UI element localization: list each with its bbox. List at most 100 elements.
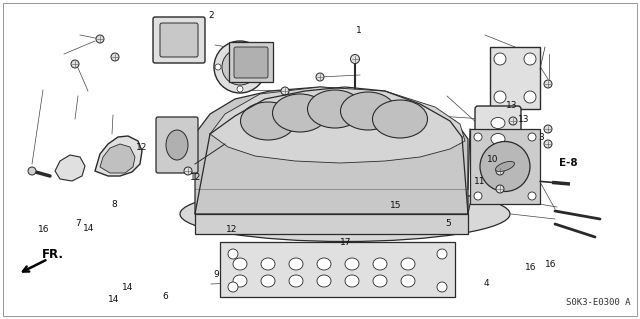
Ellipse shape: [401, 275, 415, 287]
Text: 16: 16: [525, 263, 537, 272]
Circle shape: [28, 167, 36, 175]
Circle shape: [494, 91, 506, 103]
Circle shape: [111, 53, 119, 61]
Circle shape: [544, 140, 552, 148]
Ellipse shape: [241, 102, 296, 140]
Text: 13: 13: [518, 115, 529, 124]
Ellipse shape: [495, 161, 515, 172]
Text: 17: 17: [340, 238, 351, 247]
FancyBboxPatch shape: [153, 17, 205, 63]
Text: 8: 8: [111, 200, 116, 209]
Ellipse shape: [373, 258, 387, 270]
Ellipse shape: [491, 117, 505, 129]
Ellipse shape: [233, 258, 247, 270]
Text: 3: 3: [538, 133, 543, 142]
PathPatch shape: [210, 87, 465, 163]
Circle shape: [524, 53, 536, 65]
Text: 2: 2: [209, 11, 214, 20]
Text: FR.: FR.: [42, 248, 64, 261]
Ellipse shape: [372, 100, 428, 138]
Ellipse shape: [340, 92, 396, 130]
Bar: [490, 47, 540, 109]
Text: 11: 11: [474, 177, 486, 186]
Circle shape: [215, 64, 221, 70]
Ellipse shape: [401, 258, 415, 270]
Ellipse shape: [317, 258, 331, 270]
PathPatch shape: [195, 214, 468, 234]
Ellipse shape: [233, 275, 247, 287]
Circle shape: [184, 167, 192, 175]
Text: 4: 4: [484, 279, 489, 288]
Circle shape: [494, 53, 506, 65]
Circle shape: [524, 91, 536, 103]
Polygon shape: [55, 155, 85, 181]
Text: 7: 7: [76, 219, 81, 228]
Ellipse shape: [317, 275, 331, 287]
Text: 10: 10: [487, 155, 499, 164]
Circle shape: [496, 185, 504, 193]
Circle shape: [71, 60, 79, 68]
Bar: [220, 242, 455, 297]
FancyBboxPatch shape: [475, 106, 521, 170]
Text: E-8: E-8: [559, 158, 578, 168]
Ellipse shape: [345, 275, 359, 287]
Circle shape: [544, 125, 552, 133]
Text: 14: 14: [108, 295, 120, 304]
Circle shape: [259, 64, 265, 70]
Circle shape: [528, 133, 536, 141]
Text: 12: 12: [189, 173, 201, 182]
Text: 16: 16: [545, 260, 556, 269]
Circle shape: [437, 249, 447, 259]
Circle shape: [528, 192, 536, 200]
PathPatch shape: [195, 87, 468, 214]
Circle shape: [316, 73, 324, 81]
Circle shape: [474, 133, 482, 141]
Circle shape: [437, 282, 447, 292]
Text: 16: 16: [38, 225, 49, 234]
Circle shape: [237, 86, 243, 92]
Ellipse shape: [273, 94, 328, 132]
Circle shape: [480, 142, 530, 191]
Text: 14: 14: [122, 283, 134, 292]
Text: 6: 6: [163, 292, 168, 301]
Circle shape: [351, 55, 360, 63]
Ellipse shape: [261, 275, 275, 287]
Ellipse shape: [289, 258, 303, 270]
Text: 15: 15: [390, 201, 401, 210]
Circle shape: [281, 87, 289, 95]
Ellipse shape: [307, 90, 362, 128]
Circle shape: [544, 80, 552, 88]
Circle shape: [222, 49, 258, 85]
Ellipse shape: [491, 133, 505, 145]
Ellipse shape: [261, 258, 275, 270]
Ellipse shape: [180, 187, 510, 241]
Circle shape: [228, 249, 238, 259]
Text: 12: 12: [226, 225, 237, 234]
FancyBboxPatch shape: [229, 42, 273, 82]
Circle shape: [474, 192, 482, 200]
Text: 13: 13: [506, 101, 518, 110]
Circle shape: [214, 41, 266, 93]
Ellipse shape: [373, 275, 387, 287]
Circle shape: [237, 42, 243, 48]
FancyBboxPatch shape: [234, 47, 268, 78]
Text: S0K3-E0300 A: S0K3-E0300 A: [566, 298, 630, 307]
Ellipse shape: [345, 258, 359, 270]
FancyBboxPatch shape: [160, 23, 198, 57]
Circle shape: [509, 117, 517, 125]
Ellipse shape: [289, 275, 303, 287]
Ellipse shape: [166, 130, 188, 160]
Text: 9: 9: [214, 270, 219, 279]
Text: 1: 1: [356, 26, 361, 35]
Circle shape: [96, 35, 104, 43]
Polygon shape: [95, 136, 142, 176]
FancyBboxPatch shape: [156, 117, 198, 173]
Text: 14: 14: [83, 224, 94, 233]
Circle shape: [228, 282, 238, 292]
Circle shape: [496, 167, 504, 175]
Text: 5: 5: [445, 219, 451, 228]
Bar: [470, 129, 540, 204]
Text: 12: 12: [136, 143, 148, 152]
Polygon shape: [100, 144, 135, 173]
Ellipse shape: [491, 150, 505, 160]
